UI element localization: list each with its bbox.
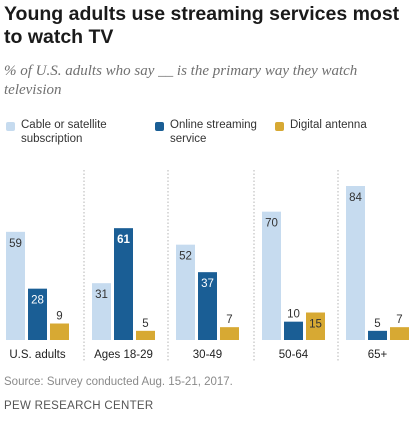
legend-label-streaming: Online streaming service (170, 119, 257, 145)
bars-group (6, 186, 409, 340)
bar-cable-50-64 (262, 211, 281, 340)
legend-item-antenna: Digital antenna (275, 118, 420, 132)
group-dividers (83, 170, 339, 362)
value-label-streaming-ages-18-29: 61 (117, 234, 130, 246)
value-label-streaming-30-49: 37 (201, 278, 214, 290)
value-labels-group: 59 28 9 31 61 5 52 37 7 70 10 15 84 5 7 (9, 192, 403, 331)
value-label-streaming-u-s-adults: 28 (31, 295, 44, 307)
legend-swatch-antenna (275, 122, 284, 131)
chart-title: Young adults use streaming services most… (4, 3, 400, 48)
bar-cable-ages-18-29 (92, 283, 111, 340)
bar-streaming-65 (368, 330, 387, 340)
value-label-antenna-ages-18-29: 5 (142, 318, 148, 330)
legend-item-cable: Cable or satellite subscription (6, 118, 141, 146)
bar-antenna-65 (390, 327, 409, 340)
category-labels-group: U.S. adults Ages 18-29 30-49 50-64 65+ (9, 349, 387, 361)
value-label-antenna-65: 7 (396, 314, 402, 326)
value-label-streaming-50-64: 10 (287, 309, 300, 321)
value-label-streaming-65: 5 (374, 318, 380, 330)
bar-streaming-50-64 (284, 321, 303, 340)
value-label-cable-50-64: 70 (265, 218, 278, 230)
chart-subtitle: % of U.S. adults who say __ is the prima… (4, 63, 358, 98)
bar-cable-65 (346, 186, 365, 340)
value-label-cable-u-s-adults: 59 (9, 238, 22, 250)
source-note: Source: Survey conducted Aug. 15-21, 201… (4, 376, 233, 388)
bar-cable-u-s-adults (6, 231, 25, 340)
category-label-ages-18-29: Ages 18-29 (94, 349, 153, 361)
legend-label-cable: Cable or satellite subscription (21, 119, 107, 145)
bar-antenna-50-64 (306, 312, 325, 340)
legend-swatch-streaming (155, 122, 164, 131)
category-label-30-49: 30-49 (193, 349, 222, 361)
category-label-50-64: 50-64 (279, 349, 309, 361)
bar-antenna-u-s-adults (50, 323, 69, 340)
organization-name: PEW RESEARCH CENTER (4, 400, 154, 412)
bar-cable-30-49 (176, 244, 195, 340)
value-label-antenna-50-64: 15 (309, 319, 322, 331)
legend-label-antenna: Digital antenna (290, 119, 367, 131)
bar-streaming-30-49 (198, 272, 217, 340)
value-label-cable-30-49: 52 (179, 251, 192, 263)
bar-streaming-u-s-adults (28, 288, 47, 340)
bar-streaming-ages-18-29 (114, 228, 133, 340)
legend-swatch-cable (6, 122, 15, 131)
bar-antenna-30-49 (220, 327, 239, 340)
category-label-u-s-adults: U.S. adults (9, 349, 65, 361)
value-label-antenna-30-49: 7 (226, 314, 232, 326)
value-label-cable-ages-18-29: 31 (95, 289, 108, 301)
value-label-antenna-u-s-adults: 9 (56, 311, 62, 323)
legend-item-streaming: Online streaming service (155, 118, 280, 146)
bar-antenna-ages-18-29 (136, 330, 155, 340)
category-label-65: 65+ (368, 349, 388, 361)
value-label-cable-65: 84 (349, 192, 362, 204)
